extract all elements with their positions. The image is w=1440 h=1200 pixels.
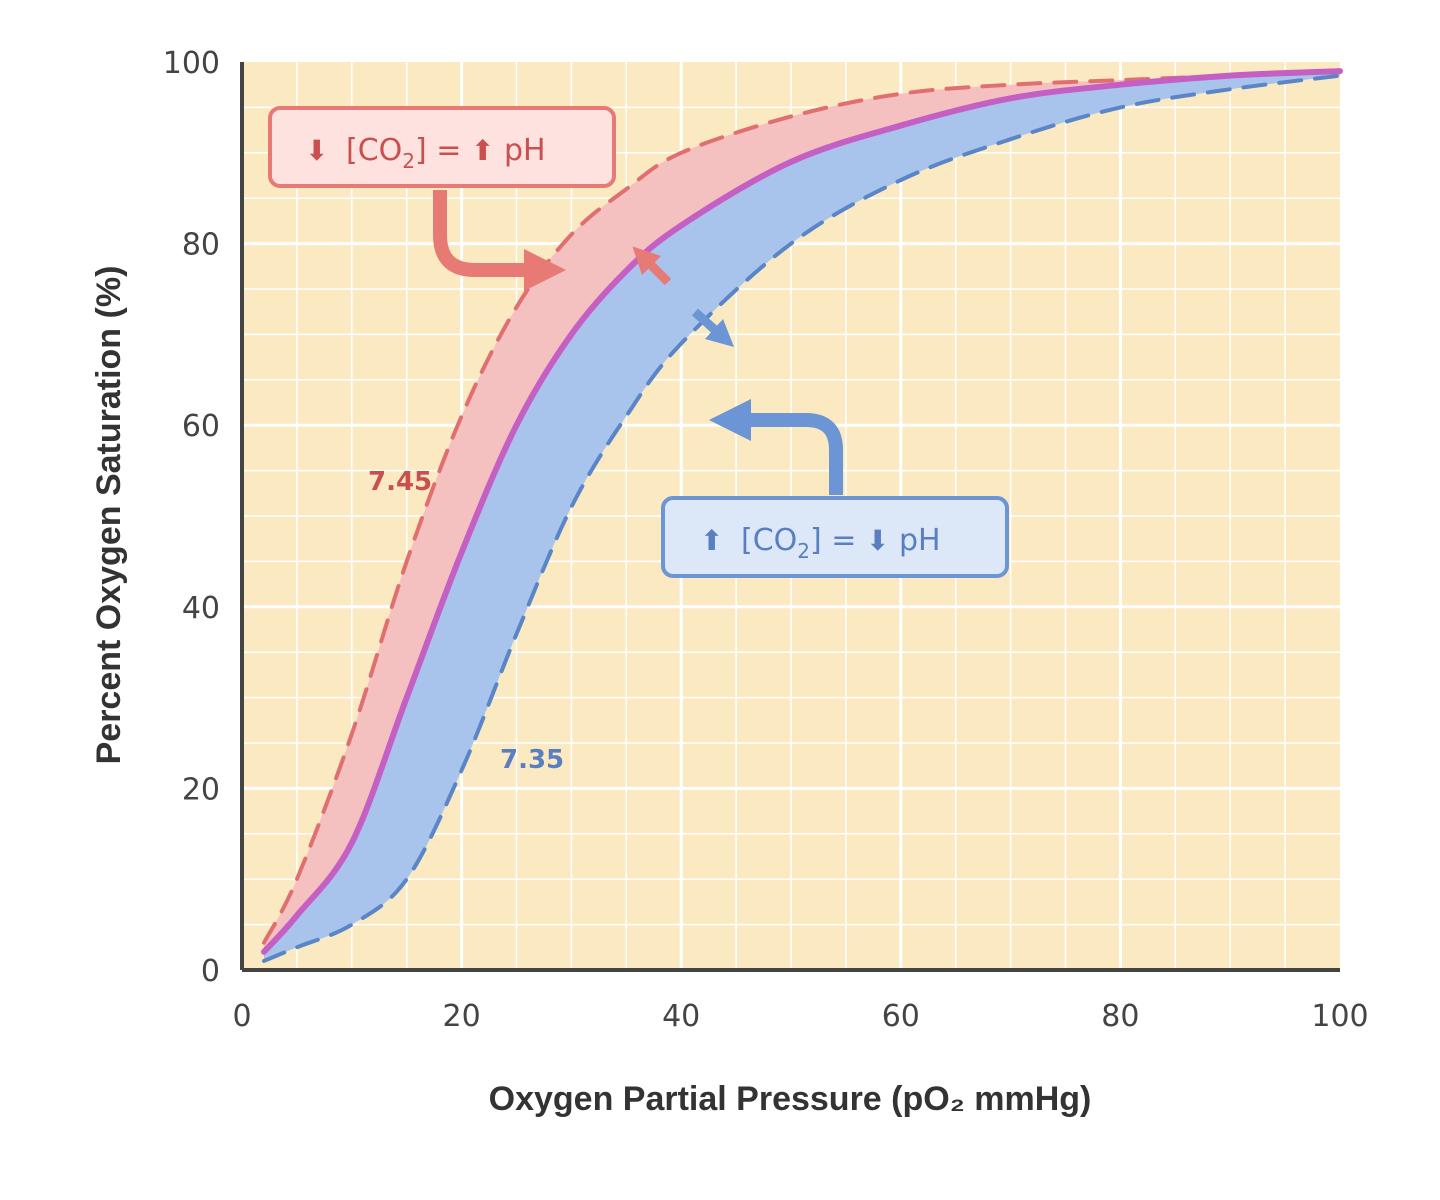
shift-right-arrow-icon (691, 308, 735, 348)
series-line-0 (261, 69, 1342, 945)
y-tick-label: 40 (182, 591, 220, 626)
x-tick-label: 40 (662, 999, 700, 1034)
y-tick-label: 20 (182, 772, 220, 807)
right-shift-text: ⬆ [CO2] = ⬇ pH (700, 523, 941, 563)
up-arrow-icon: ⬆ (700, 524, 723, 557)
curve-label-735: 7.35 (500, 745, 564, 775)
up-arrow-icon: ⬆ (471, 134, 494, 167)
y-tick-label: 80 (182, 228, 220, 263)
right-shift-connector (709, 399, 843, 495)
series-line-1 (260, 68, 1343, 955)
y-tick-label: 0 (201, 954, 220, 989)
left-shift-connector (433, 190, 566, 291)
left-shift-box (268, 106, 616, 188)
x-tick-label: 20 (443, 999, 481, 1034)
x-tick-label: 60 (882, 999, 920, 1034)
series-lines (260, 68, 1343, 963)
tick-labels: 0 20 40 60 80 100 0 20 40 60 80 100 (163, 46, 1369, 1034)
down-arrow-icon: ⬇ (866, 524, 889, 557)
down-arrow-icon: ⬇ (305, 134, 328, 167)
x-tick-label: 0 (232, 999, 251, 1034)
y-tick-label: 100 (163, 46, 220, 81)
left-shift-band (263, 71, 1341, 952)
right-shift-annotation: ⬆ [CO2] = ⬇ pH (661, 399, 1009, 578)
x-axis-title: Oxygen Partial Pressure (pO₂ mmHg) (489, 1080, 1092, 1118)
x-tick-label: 100 (1311, 999, 1368, 1034)
right-shift-box (661, 496, 1009, 578)
y-tick-label: 60 (182, 409, 220, 444)
y-axis-title: Percent Oxygen Saturation (%) (90, 266, 128, 765)
left-shift-annotation: ⬇ [CO2] = ⬆ pH (268, 106, 616, 291)
curve-label-745: 7.45 (368, 467, 432, 497)
shift-left-arrow-icon (632, 246, 672, 286)
x-tick-label: 80 (1101, 999, 1139, 1034)
series-line-2 (261, 73, 1342, 963)
left-shift-text: ⬇ [CO2] = ⬆ pH (305, 133, 546, 173)
